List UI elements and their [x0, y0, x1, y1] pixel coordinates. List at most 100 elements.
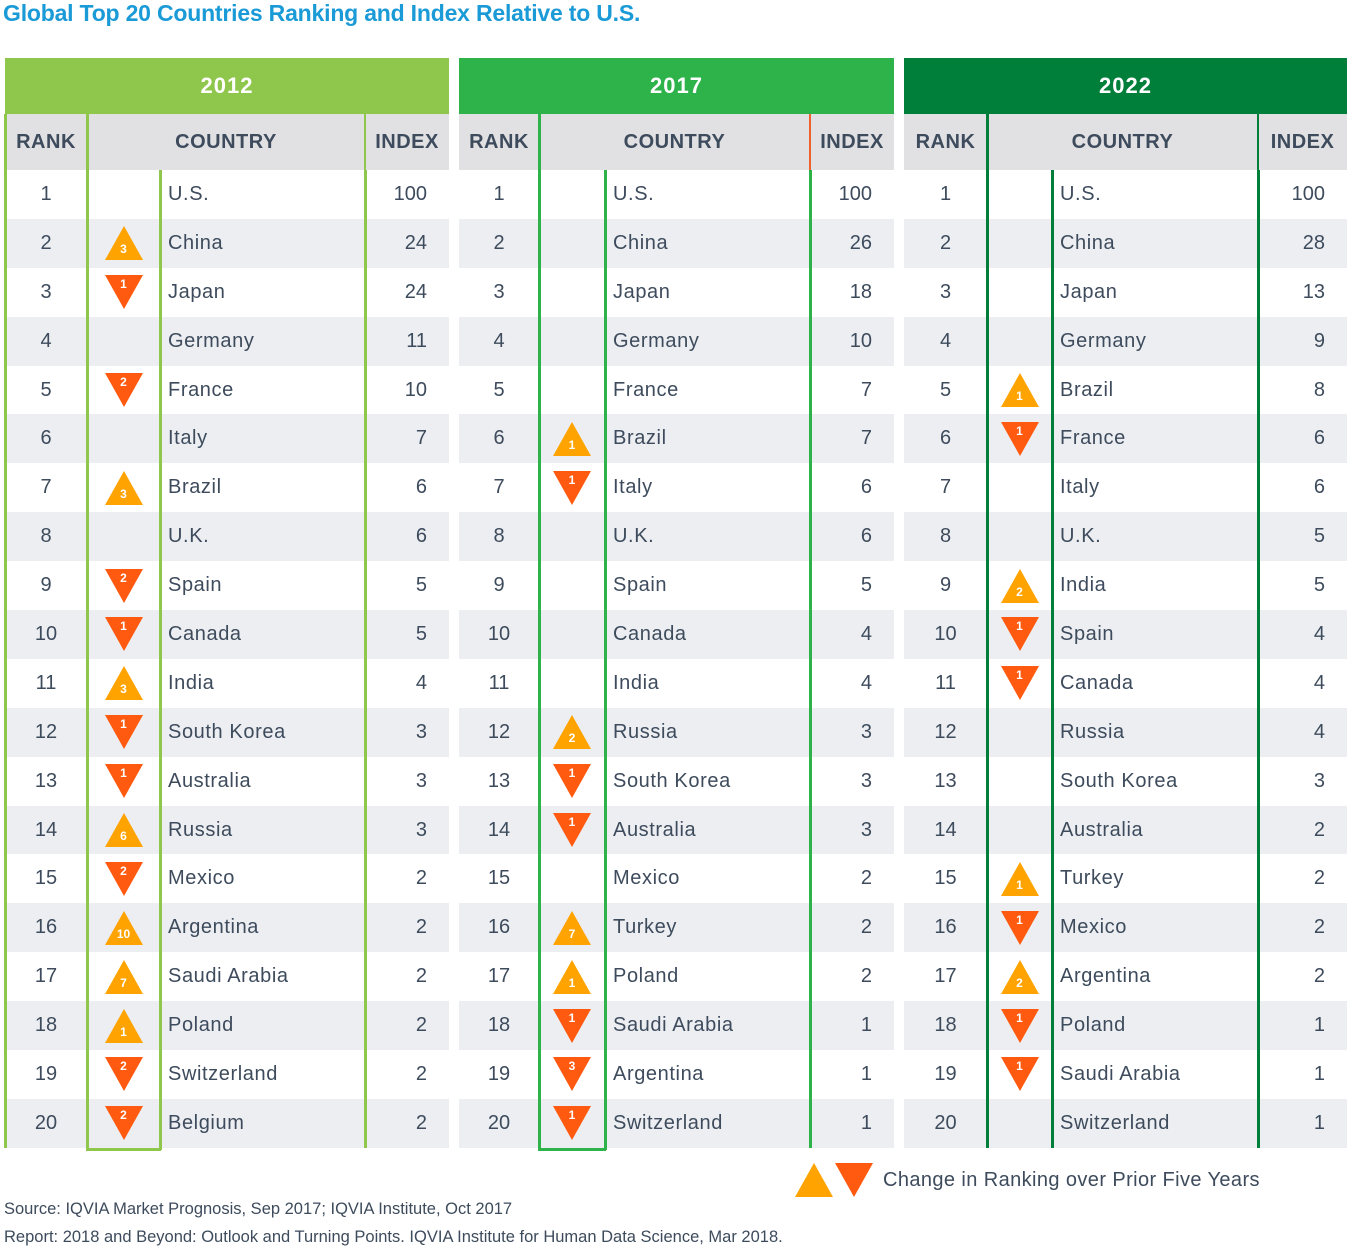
table-row: 13 1 Australia 3: [5, 757, 449, 806]
rank-cell: 17: [934, 965, 957, 988]
change-value: 2: [120, 570, 127, 585]
table-row: 8 U.K. 5: [904, 512, 1347, 562]
country-cell: Germany: [1060, 329, 1147, 352]
change-value: 1: [568, 1108, 576, 1123]
change-cell: 1: [87, 757, 160, 806]
rank-cell: 8: [939, 525, 952, 548]
change-cell: 1: [87, 1001, 160, 1050]
down-triangle-icon: 2: [104, 1057, 143, 1092]
index-cell: 26: [849, 231, 872, 254]
rank-cell: 18: [487, 1014, 511, 1037]
country-cell: Switzerland: [613, 1111, 723, 1134]
table-row: 17 7 Saudi Arabia 2: [5, 952, 449, 1001]
rank-cell: 7: [40, 476, 52, 499]
table-row: 10 Canada 4: [459, 610, 894, 659]
country-cell: Spain: [168, 574, 223, 597]
index-cell: 6: [860, 476, 872, 499]
index-cell: 2: [415, 916, 427, 939]
table-row: 1 U.S. 100: [904, 170, 1347, 219]
change-cell: 3: [87, 219, 160, 268]
country-cell: Turkey: [613, 916, 677, 939]
table-row: 14 6 Russia 3: [5, 805, 449, 855]
change-cell: [987, 463, 1052, 512]
index-cell: 5: [415, 574, 427, 597]
rank-cell: 15: [934, 867, 957, 890]
country-cell: Italy: [1060, 476, 1100, 499]
up-triangle-icon: 10: [104, 910, 143, 945]
legend-label: Change in Ranking over Prior Five Years: [883, 1168, 1260, 1191]
rank-cell: 5: [40, 378, 52, 401]
country-cell: Germany: [168, 329, 255, 352]
change-cell: [539, 610, 605, 659]
up-triangle-icon: 7: [553, 910, 591, 945]
index-cell: 9: [1313, 329, 1325, 352]
up-triangle-icon: 1: [104, 1008, 143, 1043]
rank-cell: 4: [939, 329, 952, 352]
table-row: 13 South Korea 3: [904, 757, 1347, 806]
divider: [86, 1148, 161, 1151]
table-row: 4 Germany 10: [459, 316, 894, 366]
change-value: 1: [120, 1024, 127, 1039]
rank-cell: 10: [487, 622, 511, 645]
country-cell: Australia: [1060, 818, 1144, 841]
country-cell: India: [168, 671, 215, 694]
table-row: 16 7 Turkey 2: [459, 903, 894, 953]
index-cell: 6: [1313, 427, 1325, 450]
table-row: 7 Italy 6: [904, 463, 1347, 512]
rank-cell: 7: [939, 476, 952, 499]
table-row: 8 U.K. 6: [5, 512, 449, 562]
change-cell: 7: [539, 903, 605, 952]
change-cell: [987, 317, 1052, 366]
change-cell: [87, 170, 160, 219]
table-row: 13 1 South Korea 3: [459, 757, 894, 806]
change-value: 1: [1016, 877, 1023, 892]
index-header: INDEX: [1270, 130, 1335, 153]
down-triangle-icon: 1: [104, 715, 143, 750]
rank-cell: 7: [493, 476, 505, 499]
source-note: Source: IQVIA Market Prognosis, Sep 2017…: [4, 1200, 513, 1218]
column-header: RANK COUNTRY INDEX: [904, 114, 1347, 170]
index-header: INDEX: [820, 130, 884, 153]
divider: [538, 1148, 606, 1151]
table-row: 14 1 Australia 3: [459, 805, 894, 855]
table-row: 1 U.S. 100: [5, 170, 449, 219]
table-row: 20 1 Switzerland 1: [459, 1098, 894, 1148]
change-value: 1: [1016, 1059, 1023, 1074]
rank-cell: 2: [939, 231, 952, 254]
country-cell: China: [1060, 231, 1116, 254]
up-triangle-icon: 1: [1000, 373, 1039, 407]
index-cell: 13: [1302, 280, 1325, 303]
rank-cell: 1: [40, 182, 52, 205]
change-cell: [539, 170, 605, 219]
country-cell: India: [613, 671, 660, 694]
change-cell: [539, 854, 605, 903]
index-cell: 2: [1313, 818, 1325, 841]
change-cell: [87, 414, 160, 463]
change-cell: 1: [987, 1050, 1052, 1099]
change-value: 3: [568, 1059, 576, 1074]
index-cell: 3: [415, 720, 427, 743]
change-cell: [987, 806, 1052, 855]
rank-header: RANK: [16, 130, 76, 153]
index-cell: 5: [1313, 525, 1325, 548]
divider: [1257, 170, 1260, 1148]
rank-cell: 14: [934, 818, 957, 841]
country-cell: Belgium: [168, 1111, 245, 1134]
divider: [364, 114, 366, 170]
rank-cell: 6: [939, 427, 952, 450]
index-cell: 5: [860, 574, 872, 597]
panel-2022: 2022 RANK COUNTRY INDEX 1 U.S. 100 2 Chi…: [904, 58, 1347, 1148]
country-cell: Saudi Arabia: [168, 965, 289, 988]
country-cell: Poland: [1060, 1014, 1126, 1037]
country-cell: China: [613, 231, 669, 254]
rank-header: RANK: [915, 130, 976, 153]
index-cell: 1: [860, 1062, 872, 1085]
change-cell: 1: [987, 414, 1052, 463]
rank-cell: 20: [934, 1111, 957, 1134]
table-row: 11 3 India 4: [5, 659, 449, 708]
change-value: 1: [120, 277, 127, 292]
country-cell: Russia: [613, 720, 678, 743]
divider: [1257, 114, 1259, 170]
country-cell: Canada: [168, 622, 242, 645]
index-cell: 100: [393, 182, 427, 205]
